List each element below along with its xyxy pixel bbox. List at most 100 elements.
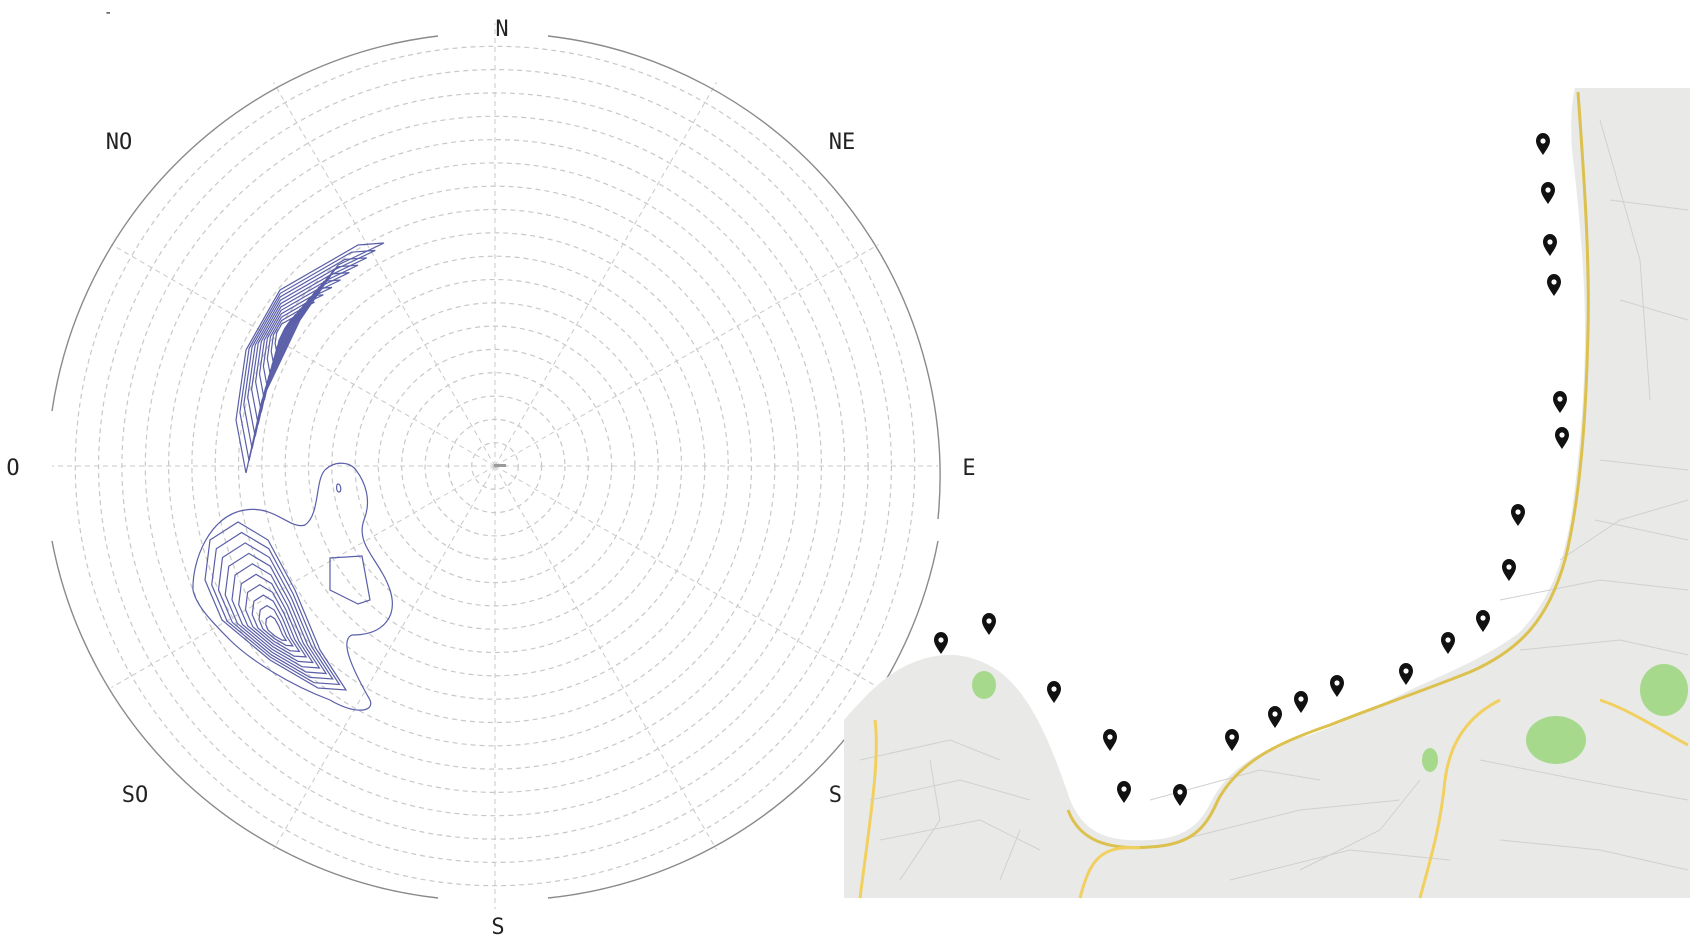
map-coastal-road	[1066, 91, 1590, 850]
contour-line	[254, 279, 341, 413]
grid-spoke	[494, 82, 717, 467]
map-street	[1179, 799, 1401, 841]
map-pin-icon[interactable]	[1502, 559, 1516, 581]
label-so: SO	[122, 783, 149, 808]
grid-spoke	[273, 82, 496, 467]
map-street	[1594, 519, 1689, 541]
map-pin-icon[interactable]	[1173, 784, 1187, 806]
map-pin-icon[interactable]	[1330, 675, 1344, 697]
contour-cluster-southwest-outer	[192, 462, 393, 711]
outer-arc-nw	[51, 35, 439, 412]
map-pin-icon[interactable]	[1536, 133, 1550, 155]
grid-ring	[74, 45, 916, 887]
map-street	[1499, 839, 1689, 871]
map-street	[1599, 119, 1651, 401]
contour-line	[270, 309, 307, 364]
map-pin-icon[interactable]	[1399, 663, 1413, 685]
map-pin-icon[interactable]	[1225, 729, 1239, 751]
grid-ring	[424, 395, 566, 537]
map-street	[1559, 499, 1689, 561]
contour-line	[211, 531, 341, 686]
contour-line	[258, 286, 333, 401]
grid-spoke	[494, 465, 717, 850]
map-street	[899, 759, 941, 881]
outer-arc-se	[547, 540, 939, 899]
contour-line	[238, 573, 314, 664]
contour-line	[258, 604, 294, 647]
contour-line	[274, 316, 298, 352]
map-park	[1526, 716, 1586, 764]
contour-line	[235, 242, 385, 474]
map-pin-icon[interactable]	[1268, 706, 1282, 728]
contour-line	[251, 594, 301, 653]
grid-spoke	[494, 465, 879, 688]
grid-spoke	[494, 244, 879, 467]
map-street	[1499, 579, 1689, 601]
grid-ring	[307, 278, 683, 654]
map-street	[869, 779, 1031, 801]
contour-line	[239, 249, 376, 461]
map-street	[879, 819, 1041, 851]
map-road	[858, 698, 1689, 899]
contour-line	[262, 294, 324, 389]
grid-ring	[144, 115, 846, 817]
contour-line	[224, 552, 328, 675]
grid-spoke	[273, 465, 496, 850]
label-e: E	[962, 456, 975, 481]
map-pin-icon[interactable]	[1047, 681, 1061, 703]
map-street	[1519, 639, 1689, 656]
contour-outline-small	[336, 483, 342, 493]
map-pin-icon[interactable]	[1511, 504, 1525, 526]
map-pin-icon[interactable]	[982, 613, 996, 635]
corner-mark: -	[104, 5, 112, 21]
map-markers	[934, 133, 1569, 806]
label-ne: NE	[829, 130, 856, 155]
map-park	[972, 671, 996, 699]
grid-ring	[191, 162, 799, 770]
contour-line	[244, 583, 308, 658]
map-street	[1599, 459, 1689, 471]
map-pin-icon[interactable]	[1541, 182, 1555, 204]
map-pin-icon[interactable]	[1476, 610, 1490, 632]
contour-outline-inner-island	[329, 555, 371, 605]
map-pin-icon[interactable]	[1543, 234, 1557, 256]
grid-ring	[377, 348, 613, 584]
grid-spoke	[111, 244, 496, 467]
map-pin-icon[interactable]	[1547, 274, 1561, 296]
map-park	[1422, 748, 1438, 772]
map-street	[1609, 199, 1689, 211]
map-street	[999, 829, 1021, 881]
map-street	[1299, 779, 1421, 871]
contour-line	[250, 272, 350, 425]
outer-circle	[51, 35, 941, 899]
contour-cluster-northwest	[235, 242, 385, 474]
coastline-map	[844, 88, 1690, 899]
map-street	[1479, 759, 1689, 801]
polar-grid-spokes	[52, 23, 938, 909]
contour-line	[217, 542, 334, 680]
map-pin-icon[interactable]	[1117, 781, 1131, 803]
grid-ring	[261, 232, 729, 700]
map-park	[1640, 664, 1688, 716]
label-s: S	[491, 915, 504, 940]
contour-line	[243, 257, 367, 449]
map-pin-icon[interactable]	[1294, 691, 1308, 713]
label-n: N	[495, 17, 508, 42]
map-pin-icon[interactable]	[1441, 632, 1455, 654]
map-pin-icon[interactable]	[1555, 427, 1569, 449]
label-no: NO	[106, 130, 133, 155]
map-pin-icon[interactable]	[1103, 729, 1117, 751]
map-pin-icon[interactable]	[1553, 391, 1567, 413]
grid-ring	[471, 442, 519, 490]
polar-contour-chart: - N NE E SE S SO O NO	[6, 5, 975, 940]
contour-cluster-southwest	[204, 521, 348, 691]
contour-line	[204, 521, 348, 691]
map-pin-icon[interactable]	[934, 632, 948, 654]
contour-outline-outer	[192, 462, 393, 711]
map-street	[1229, 849, 1451, 881]
outer-arc-ne	[547, 35, 941, 520]
map-street	[859, 739, 1001, 761]
center-mark	[494, 464, 506, 467]
